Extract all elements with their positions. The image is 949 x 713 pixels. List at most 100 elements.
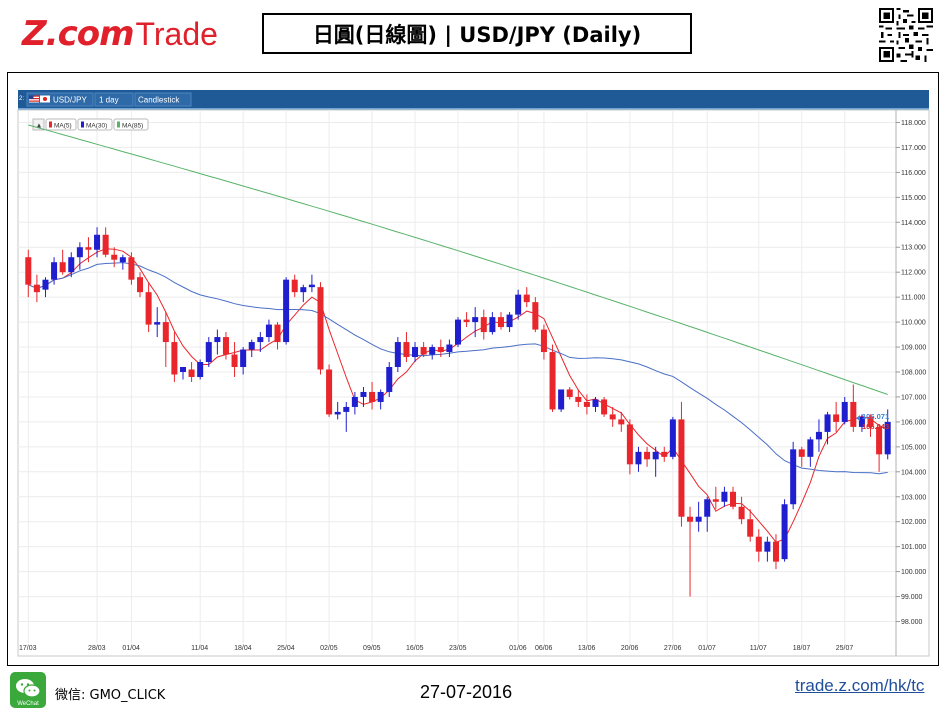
candle-body	[274, 324, 281, 343]
candle-body	[687, 516, 694, 522]
candle	[42, 277, 49, 298]
candle-body	[833, 414, 840, 422]
ma5-swatch	[49, 121, 52, 128]
y-tick-label: 102.000	[901, 519, 926, 526]
zcom-trade-logo: Z.comTrade	[22, 14, 218, 58]
chart-toolbar	[18, 90, 929, 108]
candle-body	[506, 314, 513, 328]
report-date: 27-07-2016	[420, 682, 513, 702]
ma30-line	[28, 262, 888, 475]
candle	[111, 247, 118, 268]
candle-body	[334, 411, 341, 415]
candle	[601, 396, 608, 417]
y-tick-label: 98.000	[901, 619, 923, 626]
legend-ma85[interactable]	[113, 118, 149, 131]
x-tick-label: 01/06	[509, 645, 527, 652]
candle-body	[162, 322, 169, 343]
candle	[644, 446, 651, 467]
legend-ma5-label: MA(5)	[54, 123, 72, 130]
candle-body	[463, 319, 470, 323]
candle-body	[876, 426, 883, 455]
candle	[291, 274, 298, 298]
candle	[841, 396, 848, 425]
candle	[437, 339, 444, 358]
y-tick-label: 106.000	[901, 419, 926, 426]
chart-type-tab[interactable]	[134, 92, 192, 107]
toolbar-underline	[18, 108, 929, 110]
candle-body	[360, 391, 367, 397]
website-link[interactable]: trade.z.com/hk/tc	[795, 676, 925, 695]
candle	[721, 486, 728, 507]
candlestick-chart[interactable]: 2: USD/JPY 1 day Candlestick 118.000 117.…	[8, 73, 938, 665]
y-tick-label: 101.000	[901, 544, 926, 551]
candle-body	[755, 536, 762, 552]
x-tick-label: 25/04	[277, 645, 295, 652]
candle-body	[222, 337, 229, 355]
candle	[102, 227, 109, 258]
candle-body	[781, 504, 788, 560]
plot-background	[17, 109, 930, 657]
candle-body	[678, 419, 685, 517]
candle-body	[205, 342, 212, 363]
candle	[420, 342, 427, 358]
candle-body	[351, 396, 358, 407]
candle-body	[265, 324, 272, 338]
candle	[257, 332, 264, 353]
y-tick-label: 108.000	[901, 370, 926, 377]
candle	[308, 274, 315, 293]
candle-body	[85, 247, 92, 250]
candle-body	[188, 369, 195, 377]
candle-body	[394, 342, 401, 368]
candle	[480, 309, 487, 340]
candle	[214, 329, 221, 355]
candle	[369, 381, 376, 410]
candle	[76, 242, 83, 270]
candles	[25, 227, 891, 597]
candle-body	[712, 499, 719, 502]
candle	[162, 312, 169, 368]
candle	[540, 324, 547, 360]
ask-price-label: 106.071	[862, 412, 889, 421]
candle-body	[738, 506, 745, 520]
candle-body	[308, 284, 315, 288]
interval-tab[interactable]	[94, 92, 134, 107]
candle-body	[119, 257, 126, 263]
japan-flag-icon	[40, 95, 50, 103]
candle-body	[240, 349, 247, 368]
candle-body	[618, 419, 625, 425]
candle-body	[59, 262, 66, 273]
candle-body	[154, 322, 161, 325]
legend-collapse-button[interactable]	[32, 118, 45, 131]
candle	[790, 441, 797, 510]
x-tick-label: 28/03	[88, 645, 106, 652]
candle-body	[540, 329, 547, 353]
candle-body	[790, 449, 797, 505]
candle-body	[197, 362, 204, 377]
candle	[128, 252, 135, 285]
x-tick-label: 11/04	[191, 645, 208, 652]
candle-body	[858, 416, 865, 427]
candle-body	[386, 367, 393, 392]
symbol-label: USD/JPY	[53, 96, 87, 105]
candle	[824, 411, 831, 445]
candle	[300, 284, 307, 303]
candle-body	[145, 292, 152, 325]
x-tick-label: 18/04	[234, 645, 252, 652]
candle-body	[171, 342, 178, 375]
candle	[738, 496, 745, 525]
candle-body	[33, 284, 40, 293]
legend-ma30[interactable]	[77, 118, 113, 131]
legend-ma5[interactable]	[45, 118, 77, 131]
legend-ma30-label: MA(30)	[86, 123, 107, 130]
grid-lines	[18, 110, 896, 643]
candle	[884, 409, 891, 460]
x-tick-label: 02/05	[320, 645, 338, 652]
candle	[33, 274, 40, 303]
candle	[386, 362, 393, 397]
candle-body	[575, 396, 582, 402]
candle-body	[558, 389, 565, 410]
candle	[197, 359, 204, 380]
candle-body	[412, 347, 419, 358]
y-tick-label: 112.000	[901, 270, 926, 277]
candle	[523, 287, 530, 308]
